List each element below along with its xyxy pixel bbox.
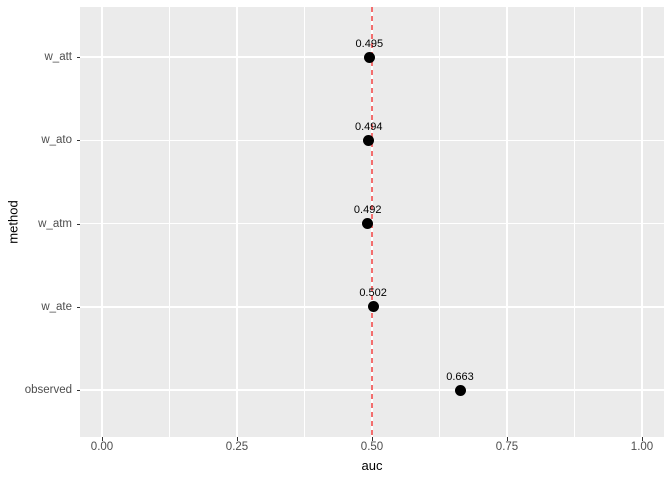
x-axis-tick	[642, 437, 643, 441]
y-axis-tick	[76, 57, 80, 58]
y-axis-tick-label: w_ato	[41, 134, 72, 147]
data-point-label: 0.495	[355, 37, 384, 50]
x-axis-tick	[507, 437, 508, 441]
y-axis-tick	[76, 306, 80, 308]
y-axis-tick	[76, 140, 80, 142]
gridline-vertical-minor	[304, 7, 305, 437]
x-axis-tick-label: 0.00	[90, 441, 114, 453]
y-axis-tick-label: w_ate	[41, 300, 72, 313]
gridline-vertical-minor	[439, 7, 440, 437]
x-axis-tick	[372, 437, 373, 441]
x-axis-tick	[237, 437, 238, 441]
y-axis-tick-label: w_atm	[38, 217, 72, 230]
data-point-label: 0.494	[354, 120, 383, 133]
x-axis-tick-label: 0.75	[495, 441, 519, 453]
plot-panel: 0.495 0.494 0.492 0.502 0.663	[80, 7, 664, 437]
y-axis-tick-label: observed	[24, 384, 72, 397]
x-axis-tick	[102, 437, 103, 441]
gridline-vertical-major	[236, 7, 238, 437]
data-point	[367, 301, 379, 313]
data-point	[363, 134, 375, 146]
data-point-label: 0.492	[353, 204, 382, 217]
gridline-vertical-minor	[169, 7, 170, 437]
gridline-vertical-major	[101, 7, 103, 437]
y-axis-tick-label: w_att	[44, 51, 73, 63]
data-point	[362, 218, 374, 230]
data-point-label: 0.663	[446, 370, 474, 383]
y-axis-title: method	[5, 200, 21, 244]
y-axis-tick	[76, 390, 80, 392]
x-axis-tick-label: 0.50	[360, 441, 384, 453]
x-axis-tick-label: 1.00	[630, 441, 654, 453]
data-point-label: 0.502	[359, 287, 387, 300]
data-point	[363, 51, 375, 63]
gridline-vertical-major	[641, 7, 643, 437]
data-point	[454, 384, 466, 396]
y-axis-tick	[76, 223, 80, 225]
x-axis-tick-label: 0.25	[225, 441, 249, 453]
x-axis-title: auc	[361, 458, 383, 473]
gridline-vertical-major	[506, 7, 508, 437]
gridline-vertical-minor	[574, 7, 575, 437]
